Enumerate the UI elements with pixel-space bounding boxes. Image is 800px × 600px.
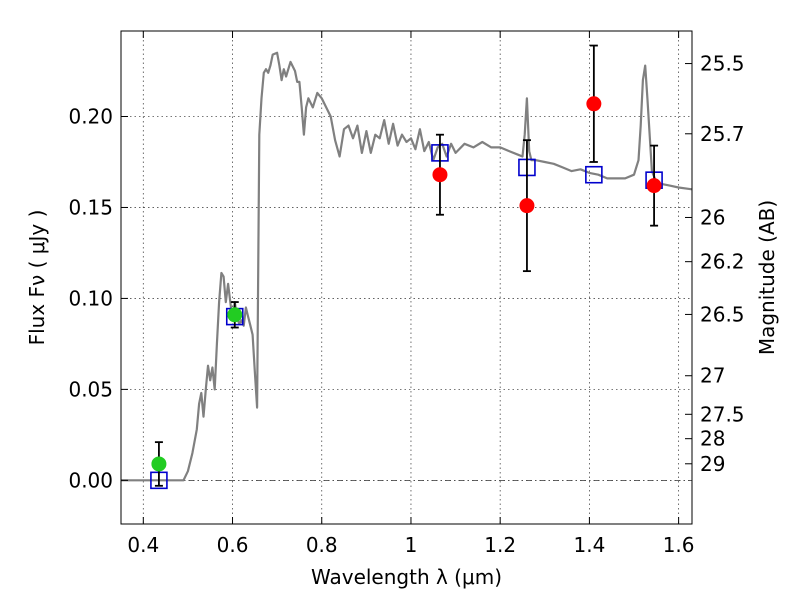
- x-tick-label: 1: [405, 533, 418, 557]
- plot-frame: [120, 30, 693, 525]
- y2-axis-label: Magnitude (AB): [755, 200, 779, 355]
- x-tick-label: 0.8: [306, 533, 338, 557]
- series-layer: [121, 44, 692, 490]
- y-tick-label: 0.05: [68, 377, 113, 401]
- x-axis-label: Wavelength λ (μm): [311, 565, 502, 589]
- y-tick-label: 0.00: [68, 468, 113, 492]
- x-tick-label: 1.2: [484, 533, 516, 557]
- y2-tick-label: 26.2: [700, 250, 745, 274]
- observed-point: [519, 198, 535, 214]
- observed-point: [227, 307, 243, 323]
- x-tick-label: 0.6: [217, 533, 249, 557]
- y-tick-label: 0.20: [68, 105, 113, 129]
- observed-point: [586, 96, 602, 112]
- observed-point: [646, 178, 662, 194]
- x-ticks: 0.4 0.6 0.8 1 1.2 1.4 1.6: [127, 31, 695, 557]
- y-tick-label: 0.15: [68, 195, 113, 219]
- y-tick-label: 0.10: [68, 286, 113, 310]
- y2-tick-label: 27.5: [700, 402, 745, 426]
- y2-tick-label: 28: [700, 427, 725, 451]
- y2-tick-label: 25.5: [700, 52, 745, 76]
- observed-point: [151, 456, 167, 472]
- plot-area: [121, 44, 692, 490]
- y2-tick-label: 27: [700, 364, 725, 388]
- y2-tick-label: 26: [700, 205, 725, 229]
- y2-tick-label: 25.7: [700, 122, 745, 146]
- y-ticks: 0.00 0.05 0.10 0.15 0.20: [68, 105, 128, 492]
- y-axis-label: Flux Fν ( μJy ): [25, 210, 49, 346]
- x-tick-label: 1.6: [663, 533, 695, 557]
- spectrum-line: [121, 51, 692, 482]
- x-tick-label: 1.4: [573, 533, 605, 557]
- y2-tick-label: 29: [700, 452, 725, 476]
- x-tick-label: 0.4: [127, 533, 159, 557]
- observed-point: [432, 167, 448, 183]
- grid-layer: [121, 31, 692, 524]
- model-square-marker: [585, 165, 603, 184]
- y2-tick-label: 26.5: [700, 302, 745, 326]
